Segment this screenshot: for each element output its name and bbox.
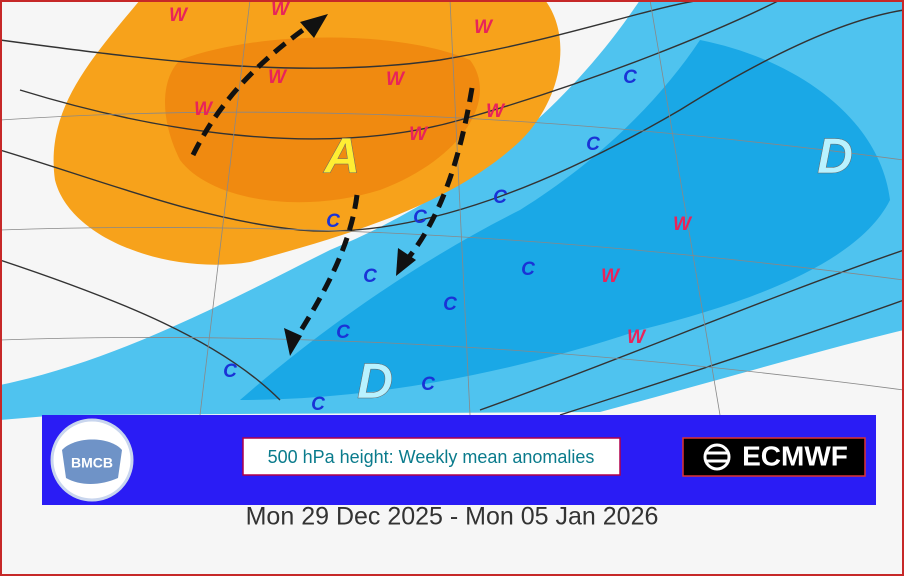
- contour: [479, 249, 904, 411]
- contour: [19, 0, 781, 140]
- warm-label: W: [268, 67, 288, 88]
- brand-icon-bars: [705, 451, 729, 463]
- graticule-line: [199, 0, 251, 416]
- arrowheads: [284, 14, 416, 356]
- cold-label: C: [443, 294, 457, 315]
- date-range: Mon 29 Dec 2025 - Mon 05 Jan 2026: [246, 503, 659, 531]
- cold-label: C: [413, 207, 427, 228]
- graticule-line: [0, 111, 904, 161]
- pressure-label: D: [357, 353, 393, 409]
- warm-label: W: [601, 266, 621, 287]
- brand-icon-ring: [703, 443, 731, 471]
- graticule: [0, 0, 904, 416]
- contour: [0, 259, 281, 401]
- logo-text: BMCB: [71, 455, 113, 471]
- cold-label: C: [363, 266, 377, 287]
- cold-label: C: [586, 134, 600, 155]
- cold-label: C: [493, 187, 507, 208]
- arrowhead: [396, 248, 416, 276]
- warm-label: W: [409, 124, 429, 145]
- caption-box: [242, 437, 621, 476]
- arrow: [403, 87, 475, 264]
- arrowhead: [300, 14, 328, 38]
- contour: [559, 299, 904, 416]
- negative-anomaly-core: [240, 40, 890, 400]
- cold-label: C: [421, 374, 435, 395]
- warm-label: W: [673, 214, 693, 235]
- graticule-line: [0, 337, 904, 391]
- brand: ECMWF: [742, 440, 848, 471]
- warm-label: W: [194, 99, 214, 120]
- arrowhead: [284, 328, 302, 356]
- cold-label: C: [326, 211, 340, 232]
- labels: A D D W W W W W W W W W W W C C C C C C C C C C C C: [169, 0, 853, 415]
- warm-label: W: [271, 0, 291, 20]
- cold-label: C: [623, 67, 637, 88]
- caption: 500 hPa height: Weekly mean anomalies: [268, 447, 595, 467]
- warm-label: W: [169, 5, 189, 26]
- arrow: [190, 22, 312, 157]
- arrow: [292, 194, 360, 342]
- graticule-line: [0, 227, 904, 281]
- contours: [0, 0, 904, 416]
- graticule-line: [449, 0, 471, 416]
- warm-label: W: [474, 17, 494, 38]
- arrows: [190, 22, 475, 342]
- cold-label: C: [311, 394, 325, 415]
- cold-label: C: [336, 322, 350, 343]
- cold-label: C: [521, 259, 535, 280]
- brand-icon: [703, 443, 731, 471]
- pressure-label: A: [322, 128, 360, 184]
- cold-label: C: [223, 361, 237, 382]
- pressure-label: D: [817, 128, 853, 184]
- warm-label: W: [386, 69, 406, 90]
- warm-label: W: [627, 327, 647, 348]
- contour: [0, 0, 701, 69]
- warm-label: W: [486, 101, 506, 122]
- logo-shape: [62, 439, 122, 484]
- graticule-line: [649, 0, 721, 416]
- contour: [0, 9, 904, 232]
